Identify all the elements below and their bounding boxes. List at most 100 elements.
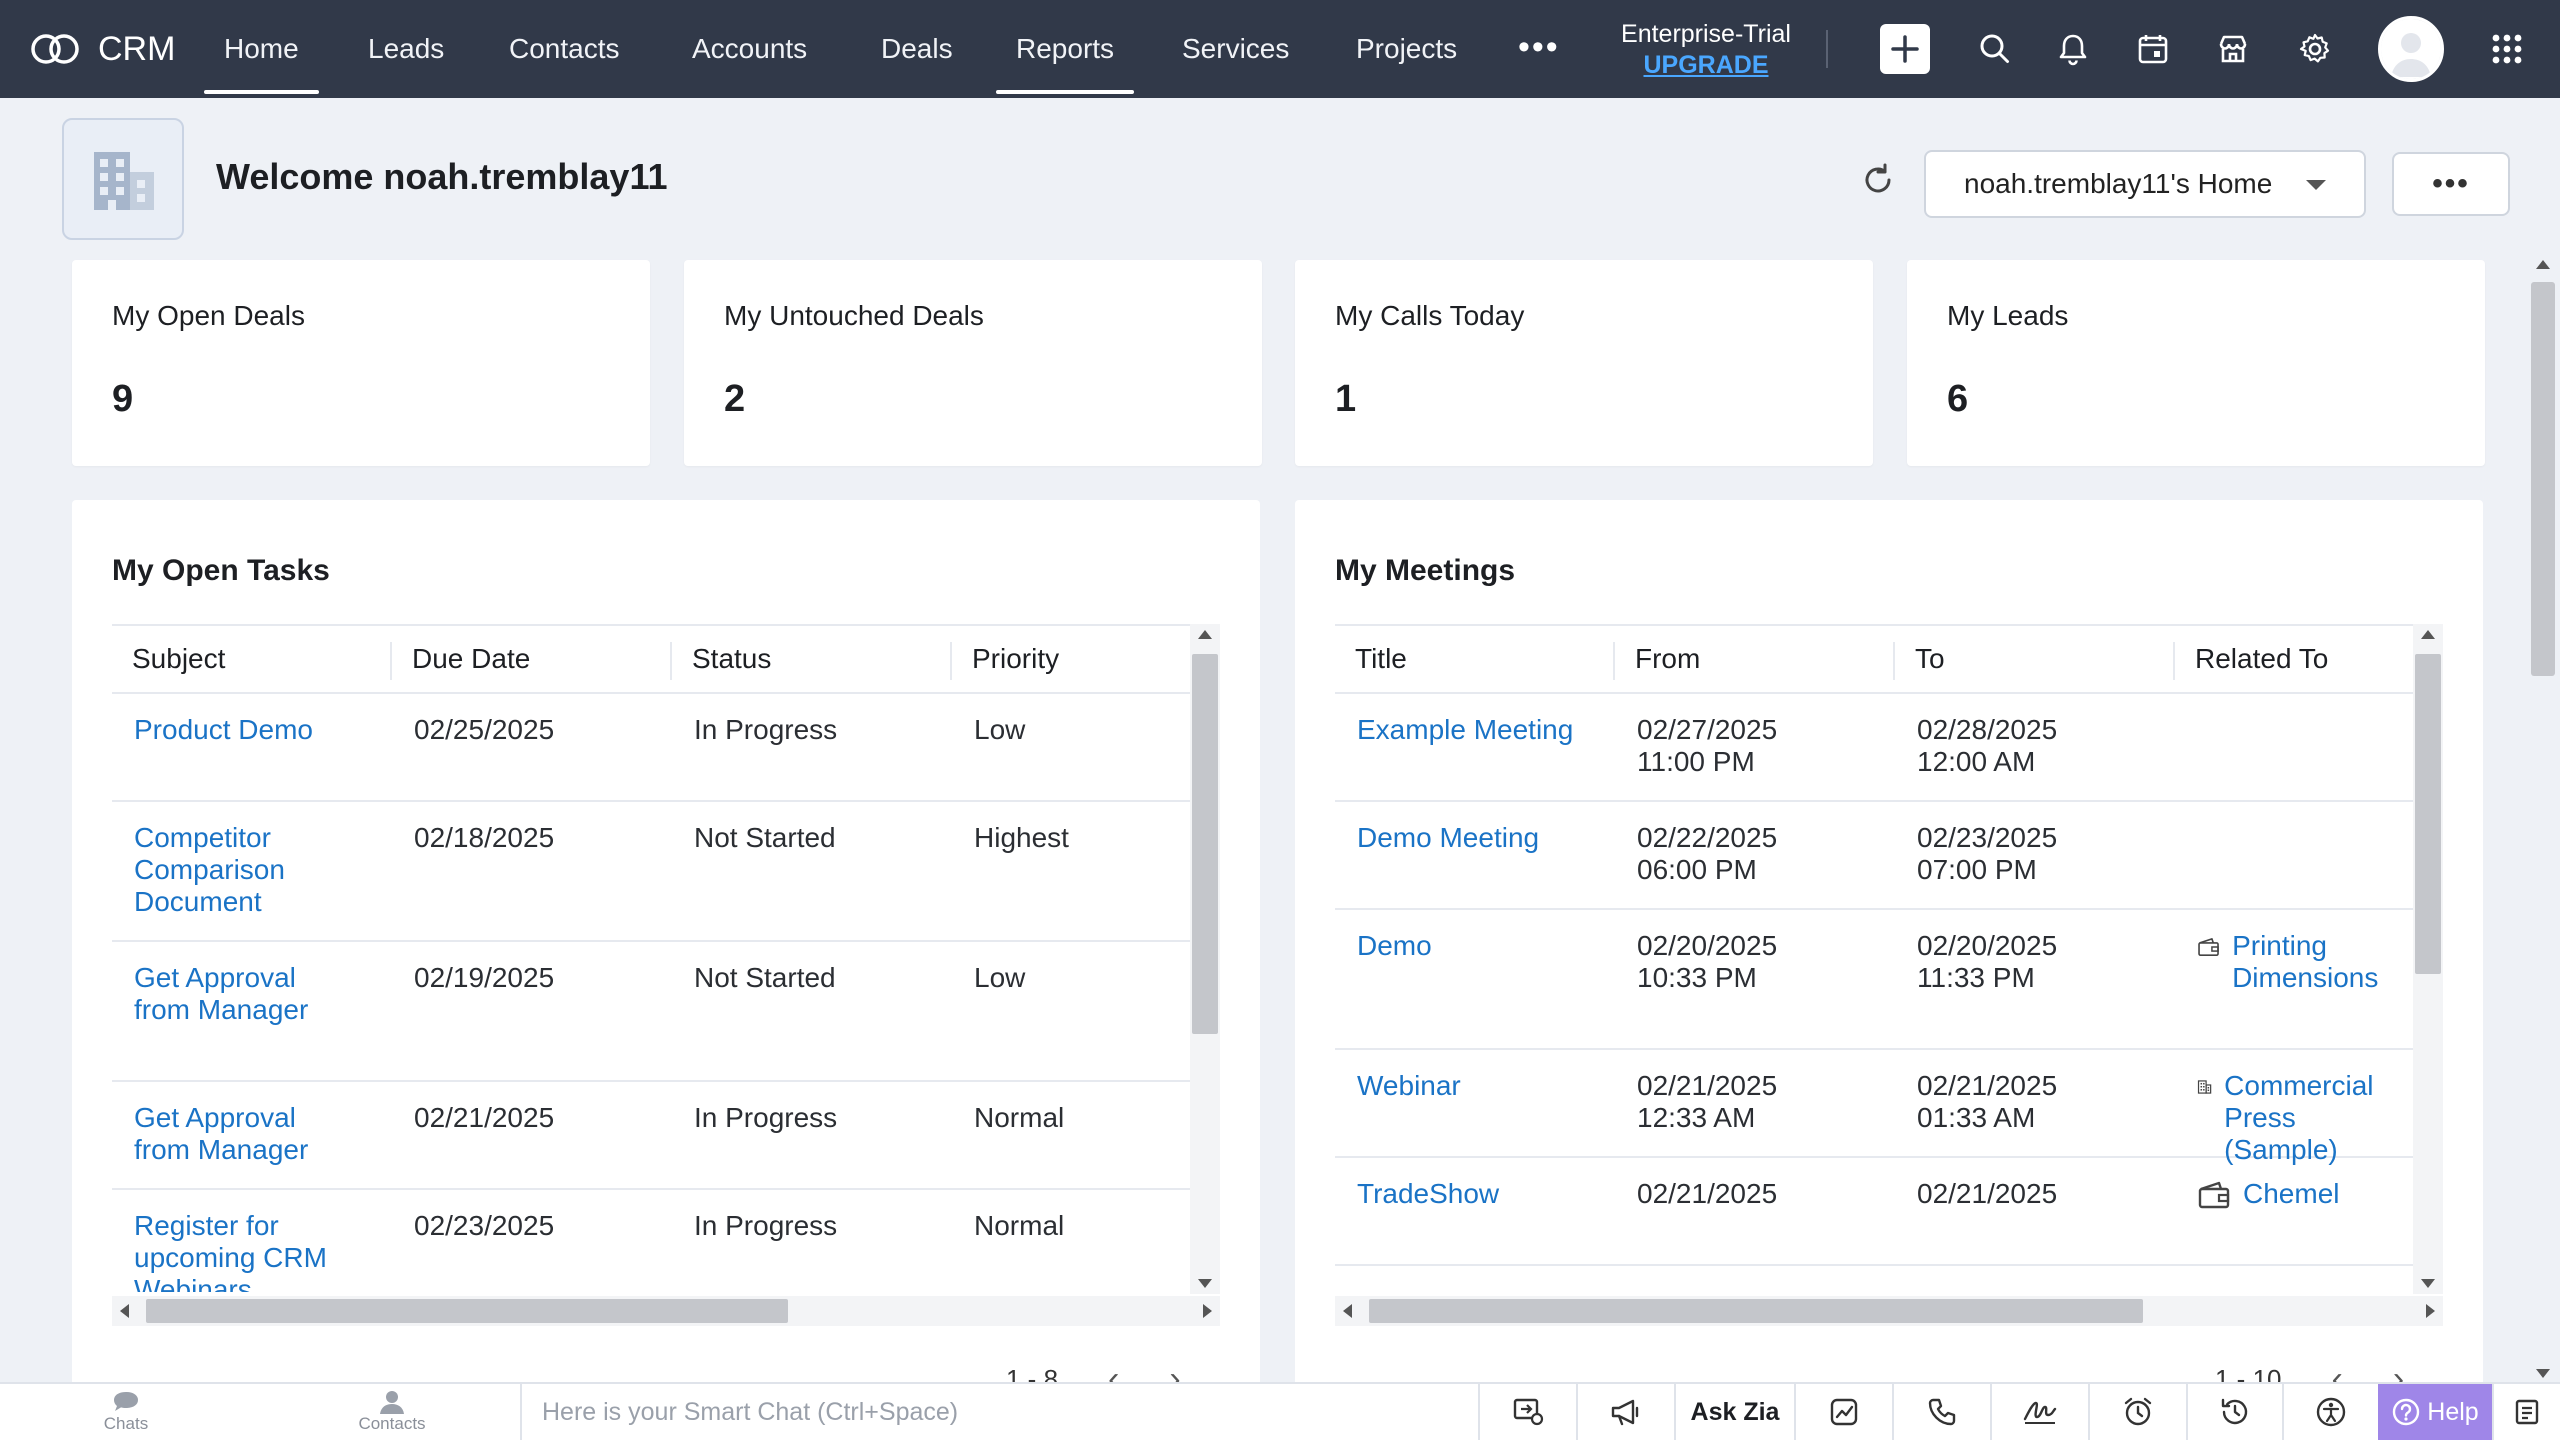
recent-history-button[interactable]: [2186, 1384, 2282, 1440]
signature-button[interactable]: [1990, 1384, 2088, 1440]
column-header-priority[interactable]: Priority: [972, 643, 1060, 674]
contacts-tab[interactable]: Contacts: [322, 1384, 462, 1440]
more-options-button[interactable]: •••: [2392, 152, 2510, 216]
column-header-from[interactable]: From: [1635, 643, 1701, 674]
table-row: Product Demo 02/25/2025 In Progress Low: [112, 694, 1192, 802]
column-header-related-to[interactable]: Related To: [2195, 643, 2329, 674]
notes-button[interactable]: [2492, 1384, 2560, 1440]
meeting-title-link[interactable]: Demo Meeting: [1357, 822, 1540, 853]
plan-info: Enterprise-Trial UPGRADE: [1614, 18, 1798, 80]
stat-card-calls-today[interactable]: My Calls Today 1: [1295, 260, 1873, 466]
tab-projects[interactable]: Projects: [1356, 33, 1458, 64]
announcements-button[interactable]: [1576, 1384, 1674, 1440]
screen-share-button[interactable]: [1478, 1384, 1576, 1440]
more-tabs-button[interactable]: •••: [1518, 28, 1560, 66]
scroll-up-icon[interactable]: [2536, 260, 2550, 269]
scroll-left-icon[interactable]: [1343, 1304, 1352, 1318]
meeting-from: 02/22/2025 06:00 PM: [1637, 822, 1778, 885]
scrollbar-thumb[interactable]: [2531, 282, 2555, 676]
notes-icon: [2515, 1399, 2539, 1425]
task-subject-link[interactable]: Competitor Comparison Document: [134, 822, 285, 917]
meeting-title-link[interactable]: TradeShow: [1357, 1178, 1500, 1209]
scroll-down-icon[interactable]: [2536, 1369, 2550, 1378]
phone-button[interactable]: [1892, 1384, 1990, 1440]
scroll-down-icon[interactable]: [1198, 1279, 1212, 1288]
search-button[interactable]: [1968, 22, 2022, 76]
column-header-status[interactable]: Status: [692, 643, 772, 674]
scrollbar-thumb[interactable]: [2415, 654, 2441, 974]
tab-services[interactable]: Services: [1182, 33, 1290, 64]
help-button[interactable]: Help: [2378, 1384, 2492, 1440]
meetings-vertical-scrollbar[interactable]: [2413, 624, 2443, 1294]
refresh-button[interactable]: [1858, 160, 1898, 200]
apps-grid-button[interactable]: [2480, 22, 2534, 76]
task-subject-link[interactable]: Register for upcoming CRM Webinars: [134, 1210, 327, 1292]
meeting-title-link[interactable]: Demo: [1357, 930, 1432, 961]
tab-deals[interactable]: Deals: [881, 33, 953, 64]
scroll-right-icon[interactable]: [2426, 1304, 2435, 1318]
user-avatar[interactable]: [2378, 16, 2444, 82]
ask-zia-button[interactable]: Ask Zia: [1674, 1384, 1794, 1440]
settings-button[interactable]: [2288, 22, 2342, 76]
column-header-subject[interactable]: Subject: [132, 643, 226, 674]
scroll-up-icon[interactable]: [1198, 630, 1212, 639]
related-record-link[interactable]: Printing Dimensions: [2232, 930, 2379, 993]
scroll-up-icon[interactable]: [2421, 630, 2435, 639]
scrollbar-thumb[interactable]: [146, 1299, 788, 1323]
calendar-button[interactable]: [2126, 22, 2180, 76]
task-priority: Low: [974, 714, 1026, 745]
tab-accounts[interactable]: Accounts: [692, 33, 808, 64]
tab-home[interactable]: Home: [204, 0, 319, 98]
notifications-button[interactable]: [2046, 22, 2100, 76]
meeting-from: 02/20/2025 10:33 PM: [1637, 930, 1778, 993]
task-priority: Normal: [974, 1102, 1065, 1133]
task-subject-link[interactable]: Get Approval from Manager: [134, 1102, 309, 1165]
column-header-due-date[interactable]: Due Date: [412, 643, 531, 674]
chevron-left-icon[interactable]: ‹: [2331, 1360, 2343, 1398]
scrollbar-thumb[interactable]: [1192, 654, 1218, 1034]
stat-card-my-leads[interactable]: My Leads 6: [1907, 260, 2485, 466]
bottom-bar: Chats Contacts Here is your Smart Chat (…: [0, 1382, 2560, 1440]
task-subject-link[interactable]: Get Approval from Manager: [134, 962, 309, 1025]
marketplace-button[interactable]: [2206, 22, 2260, 76]
chevron-right-icon[interactable]: ›: [1169, 1360, 1181, 1398]
chevron-right-icon[interactable]: ›: [2392, 1360, 2405, 1398]
tasks-vertical-scrollbar[interactable]: [1190, 624, 1220, 1294]
scrollbar-thumb[interactable]: [1369, 1299, 2143, 1323]
reminders-button[interactable]: [2088, 1384, 2186, 1440]
column-header-title[interactable]: Title: [1355, 643, 1407, 674]
crm-logo[interactable]: CRM: [30, 26, 175, 72]
meeting-related-to: Commercial Press (Sample): [2175, 1070, 2415, 1166]
analytics-button[interactable]: [1794, 1384, 1892, 1440]
related-record-link[interactable]: Commercial Press (Sample): [2224, 1070, 2374, 1165]
meeting-title-link[interactable]: Example Meeting: [1357, 714, 1574, 745]
accessibility-button[interactable]: [2282, 1384, 2378, 1440]
tab-contacts[interactable]: Contacts: [509, 33, 620, 64]
create-new-button[interactable]: [1880, 24, 1930, 74]
stat-card-open-deals[interactable]: My Open Deals 9: [72, 260, 650, 466]
scroll-down-icon[interactable]: [2421, 1279, 2435, 1288]
tasks-horizontal-scrollbar[interactable]: [112, 1296, 1220, 1326]
page-scrollbar[interactable]: [2526, 254, 2560, 1386]
scroll-right-icon[interactable]: [1203, 1304, 1212, 1318]
meeting-to: 02/20/2025 11:33 PM: [1917, 930, 2058, 993]
chats-tab[interactable]: Chats: [56, 1384, 196, 1440]
meetings-horizontal-scrollbar[interactable]: [1335, 1296, 2443, 1326]
task-subject-link[interactable]: Product Demo: [134, 714, 313, 745]
home-view-select[interactable]: noah.tremblay11's Home: [1924, 150, 2366, 218]
related-record-link[interactable]: Chemel: [2243, 1178, 2340, 1209]
smart-chat-input[interactable]: Here is your Smart Chat (Ctrl+Space): [520, 1384, 1480, 1440]
scroll-left-icon[interactable]: [120, 1304, 129, 1318]
meeting-from: 02/21/2025 12:33 AM: [1637, 1070, 1778, 1133]
tab-leads[interactable]: Leads: [368, 33, 445, 64]
app-name: CRM: [98, 29, 176, 68]
stat-card-untouched-deals[interactable]: My Untouched Deals 2: [684, 260, 1262, 466]
task-due-date: 02/25/2025: [414, 714, 555, 745]
meeting-title-link[interactable]: Webinar: [1357, 1070, 1461, 1101]
chevron-left-icon[interactable]: ‹: [1108, 1360, 1120, 1398]
upgrade-link[interactable]: UPGRADE: [1643, 51, 1769, 79]
column-header-to[interactable]: To: [1915, 643, 1945, 674]
table-row: Register for upcoming CRM Webinars 02/23…: [112, 1190, 1192, 1292]
phone-icon: [1928, 1398, 1956, 1426]
tab-reports[interactable]: Reports: [995, 0, 1135, 98]
